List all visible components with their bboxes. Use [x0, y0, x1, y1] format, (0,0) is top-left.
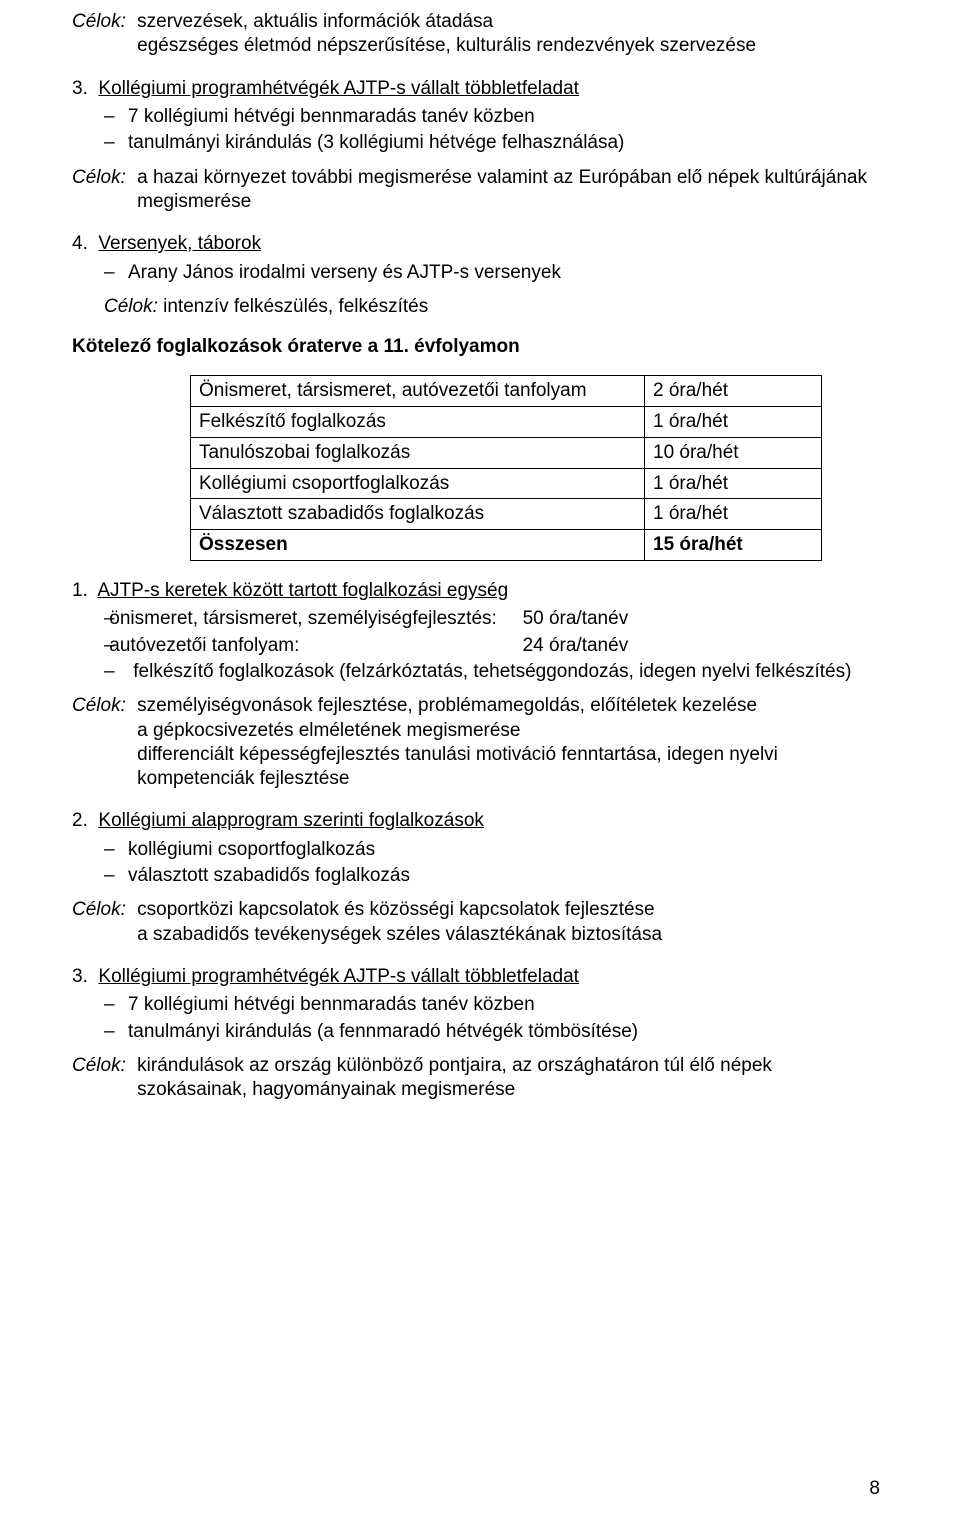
celok-line: személyiségvonások fejlesztése, probléma… [137, 695, 757, 716]
celok-body: csoportközi kapcsolatok és közösségi kap… [137, 898, 877, 947]
celok-label: Célok: [104, 296, 158, 317]
dash-list: Arany János irodalmi verseny és AJTP-s v… [72, 261, 888, 285]
celok-line: a szabadidős tevékenységek széles válasz… [137, 924, 662, 945]
cell-hours: 1 óra/hét [645, 468, 822, 499]
celok-line: csoportközi kapcsolatok és közösségi kap… [137, 899, 654, 920]
page-number: 8 [869, 1477, 880, 1501]
table-row-total: Összesen 15 óra/hét [191, 530, 822, 561]
cell-hours: 10 óra/hét [645, 437, 822, 468]
list-number: 3. [72, 78, 88, 99]
celok-block-2b: Célok: csoportközi kapcsolatok és közöss… [72, 898, 888, 947]
list-item-text: 7 kollégiumi hétvégi bennmaradás tanév k… [128, 106, 535, 127]
list-number: 3. [72, 966, 88, 987]
celok-block-3b: Célok: kirándulások az ország különböző … [72, 1054, 888, 1103]
list-item-left: felkészítő foglalkozások (felzárkóztatás… [133, 661, 851, 682]
section-title: Kollégiumi programhétvégék AJTP-s vállal… [98, 966, 579, 987]
dash-list: 7 kollégiumi hétvégi bennmaradás tanév k… [72, 105, 888, 156]
list-item: tanulmányi kirándulás (3 kollégiumi hétv… [72, 131, 888, 155]
section-2b: 2. Kollégiumi alapprogram szerinti fogla… [72, 809, 888, 833]
cell-activity: Önismeret, társismeret, autóvezetői tanf… [191, 376, 645, 407]
list-item-text: választott szabadidős foglalkozás [128, 865, 410, 886]
celok-line: kirándulások az ország különböző pontjai… [137, 1055, 772, 1100]
table-row: Választott szabadidős foglalkozás 1 óra/… [191, 499, 822, 530]
list-item-text: kollégiumi csoportfoglalkozás [128, 839, 375, 860]
dash-list: önismeret, társismeret, személyiségfejle… [72, 607, 888, 684]
list-item: 7 kollégiumi hétvégi bennmaradás tanév k… [72, 993, 888, 1017]
list-number: 1. [72, 580, 88, 601]
cell-hours: 1 óra/hét [645, 499, 822, 530]
celok-body: kirándulások az ország különböző pontjai… [137, 1054, 877, 1103]
list-item: autóvezetői tanfolyam: 24 óra/tanév [72, 634, 888, 658]
section-title: AJTP-s keretek között tartott foglalkozá… [97, 580, 508, 601]
cell-activity: Felkészítő foglalkozás [191, 407, 645, 438]
list-item-text: 7 kollégiumi hétvégi bennmaradás tanév k… [128, 994, 535, 1015]
cell-activity: Választott szabadidős foglalkozás [191, 499, 645, 530]
celok-block-3a: Célok: a hazai környezet további megisme… [72, 166, 888, 215]
table-row: Kollégiumi csoportfoglalkozás 1 óra/hét [191, 468, 822, 499]
section-title: Versenyek, táborok [98, 233, 261, 254]
list-item-left: önismeret, társismeret, személyiségfejle… [133, 607, 517, 631]
section-3b: 3. Kollégiumi programhétvégék AJTP-s vál… [72, 965, 888, 989]
dash-list: 7 kollégiumi hétvégi bennmaradás tanév k… [72, 993, 888, 1044]
celok-label: Célok: [72, 694, 126, 718]
schedule-table: Önismeret, társismeret, autóvezetői tanf… [190, 375, 822, 561]
list-item: választott szabadidős foglalkozás [72, 864, 888, 888]
section-title: Kollégiumi alapprogram szerinti foglalko… [98, 810, 483, 831]
list-item: tanulmányi kirándulás (a fennmaradó hétv… [72, 1020, 888, 1044]
table-row: Önismeret, társismeret, autóvezetői tanf… [191, 376, 822, 407]
heading-11: Kötelező foglalkozások óraterve a 11. év… [72, 335, 888, 359]
list-item: Arany János irodalmi verseny és AJTP-s v… [72, 261, 888, 285]
cell-activity: Összesen [191, 530, 645, 561]
list-number: 4. [72, 233, 88, 254]
list-item: 7 kollégiumi hétvégi bennmaradás tanév k… [72, 105, 888, 129]
cell-hours: 2 óra/hét [645, 376, 822, 407]
celok-block-1b: Célok: személyiségvonások fejlesztése, p… [72, 694, 888, 791]
list-item-right: 24 óra/tanév [523, 635, 629, 656]
section-1b: 1. AJTP-s keretek között tartott foglalk… [72, 579, 888, 603]
celok-line: egészséges életmód népszerűsítése, kultu… [137, 35, 756, 56]
list-item-text: tanulmányi kirándulás (a fennmaradó hétv… [128, 1021, 638, 1042]
celok-block-top: Célok: szervezések, aktuális információk… [72, 10, 888, 59]
cell-activity: Kollégiumi csoportfoglalkozás [191, 468, 645, 499]
list-item: felkészítő foglalkozások (felzárkóztatás… [72, 660, 888, 684]
list-item: önismeret, társismeret, személyiségfejle… [72, 607, 888, 631]
page: Célok: szervezések, aktuális információk… [0, 0, 960, 1521]
section-3a: 3. Kollégiumi programhétvégék AJTP-s vál… [72, 77, 888, 101]
celok-label: Célok: [72, 1054, 126, 1078]
celok-line: szervezések, aktuális információk átadás… [137, 11, 493, 32]
celok-label: Célok: [72, 166, 126, 190]
list-item: kollégiumi csoportfoglalkozás [72, 838, 888, 862]
table-row: Felkészítő foglalkozás 1 óra/hét [191, 407, 822, 438]
list-item-text: tanulmányi kirándulás (3 kollégiumi hétv… [128, 132, 624, 153]
celok-label: Célok: [72, 10, 126, 34]
section-title: Kollégiumi programhétvégék AJTP-s vállal… [98, 78, 579, 99]
dash-list: kollégiumi csoportfoglalkozás választott… [72, 838, 888, 889]
celok-body: szervezések, aktuális információk átadás… [137, 10, 877, 59]
celok-line: a gépkocsivezetés elméletének megismerés… [137, 720, 520, 741]
list-item-text: Arany János irodalmi verseny és AJTP-s v… [128, 262, 561, 283]
celok-text: intenzív felkészülés, felkészítés [163, 296, 428, 317]
list-item-left: autóvezetői tanfolyam: [133, 634, 517, 658]
celok-body: személyiségvonások fejlesztése, probléma… [137, 694, 877, 791]
cell-hours: 15 óra/hét [645, 530, 822, 561]
cell-hours: 1 óra/hét [645, 407, 822, 438]
celok-line: differenciált képességfejlesztés tanulás… [137, 744, 778, 789]
list-number: 2. [72, 810, 88, 831]
list-item-right: 50 óra/tanév [523, 608, 629, 629]
table-row: Tanulószobai foglalkozás 10 óra/hét [191, 437, 822, 468]
cell-activity: Tanulószobai foglalkozás [191, 437, 645, 468]
celok-inline-4: Célok: intenzív felkészülés, felkészítés [104, 295, 888, 319]
celok-body: a hazai környezet további megismerése va… [137, 166, 877, 215]
celok-label: Célok: [72, 898, 126, 922]
section-4: 4. Versenyek, táborok [72, 232, 888, 256]
